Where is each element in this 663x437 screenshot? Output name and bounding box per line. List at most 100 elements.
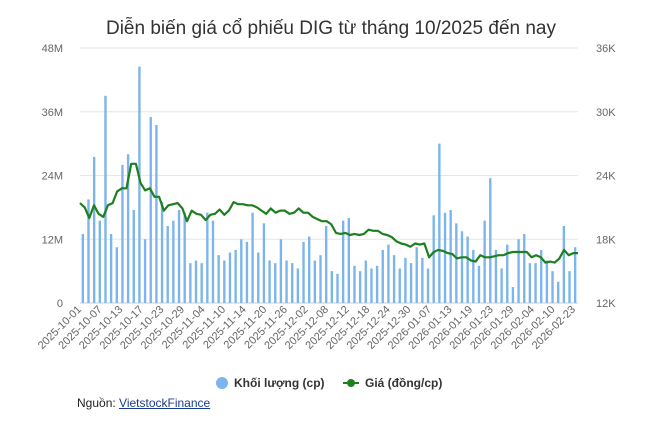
volume-bar[interactable]	[121, 164, 124, 303]
right-tick-label: 30K	[596, 107, 616, 119]
volume-bar[interactable]	[251, 212, 254, 303]
volume-bar[interactable]	[330, 271, 334, 303]
volume-bar[interactable]	[257, 252, 260, 303]
volume-bar[interactable]	[98, 220, 101, 303]
volume-bar[interactable]	[517, 239, 520, 303]
volume-bar[interactable]	[262, 223, 266, 303]
volume-bar[interactable]	[545, 260, 549, 304]
volume-bar[interactable]	[494, 249, 498, 303]
volume-bar[interactable]	[313, 260, 317, 304]
volume-bar[interactable]	[409, 263, 413, 303]
volume-bar[interactable]	[166, 225, 169, 303]
volume-bar[interactable]	[285, 260, 288, 304]
volume-bar[interactable]	[421, 257, 424, 303]
volume-bar[interactable]	[302, 241, 305, 303]
legend-volume-label: Khối lượng (cp)	[234, 376, 325, 390]
volume-bar[interactable]	[324, 225, 328, 303]
volume-bar[interactable]	[319, 255, 322, 303]
volume-bar[interactable]	[375, 265, 379, 303]
volume-bar[interactable]	[404, 257, 407, 303]
volume-bar[interactable]	[92, 156, 96, 303]
right-axis-labels: 12K 18K 24K 30K 36K	[596, 43, 616, 310]
volume-bar[interactable]	[364, 260, 367, 304]
volume-bar[interactable]	[432, 215, 435, 303]
volume-bar[interactable]	[240, 239, 243, 303]
volume-bar[interactable]	[268, 260, 271, 304]
volume-bar[interactable]	[296, 268, 300, 303]
volume-bar[interactable]	[557, 281, 560, 303]
volume-bar[interactable]	[568, 271, 571, 303]
volume-bar[interactable]	[573, 247, 577, 303]
right-tick-label: 36K	[596, 43, 616, 55]
volume-bar[interactable]	[115, 247, 118, 303]
volume-bar[interactable]	[200, 263, 203, 303]
volume-bar[interactable]	[194, 260, 198, 304]
volume-bar[interactable]	[523, 233, 526, 303]
volume-bar[interactable]	[477, 265, 481, 303]
volume-bar[interactable]	[172, 220, 175, 303]
volume-bar[interactable]	[279, 239, 283, 303]
left-axis-labels: 0 12M 24M 36M 48M	[42, 43, 63, 310]
volume-bar[interactable]	[336, 273, 339, 303]
volume-bar[interactable]	[87, 199, 90, 303]
volume-bar[interactable]	[274, 263, 277, 303]
volume-bar[interactable]	[387, 244, 390, 303]
volume-bar[interactable]	[245, 241, 249, 303]
volume-bar[interactable]	[534, 263, 537, 303]
volume-bar[interactable]	[223, 260, 226, 304]
volume-bar[interactable]	[81, 233, 85, 303]
volume-bar[interactable]	[466, 236, 469, 303]
volume-bar[interactable]	[206, 212, 209, 303]
volume-bar[interactable]	[460, 231, 464, 303]
legend-item-price[interactable]: Giá (đồng/cp)	[343, 376, 442, 390]
volume-bar[interactable]	[143, 239, 147, 303]
volume-bar[interactable]	[511, 287, 515, 303]
volume-bar[interactable]	[217, 255, 220, 303]
volume-bar[interactable]	[234, 249, 237, 303]
volume-bar[interactable]	[415, 247, 418, 303]
volume-bar[interactable]	[472, 249, 475, 303]
volume-bar[interactable]	[160, 202, 164, 303]
volume-bar[interactable]	[183, 212, 186, 303]
volume-bar[interactable]	[392, 255, 396, 303]
volume-bar[interactable]	[177, 210, 181, 303]
volume-bar[interactable]	[506, 244, 509, 303]
volume-bar[interactable]	[370, 268, 373, 303]
volume-bar[interactable]	[308, 236, 311, 303]
volume-bar[interactable]	[540, 249, 543, 303]
volume-bar[interactable]	[455, 223, 458, 303]
volume-bar[interactable]	[500, 268, 503, 303]
price-line[interactable]	[79, 162, 578, 264]
volume-bar[interactable]	[291, 263, 294, 303]
volume-bar[interactable]	[109, 233, 113, 303]
volume-bar[interactable]	[189, 263, 192, 303]
volume-bar[interactable]	[426, 268, 430, 303]
legend-item-volume[interactable]: Khối lượng (cp)	[216, 376, 325, 390]
volume-bar[interactable]	[347, 218, 350, 303]
volume-bar[interactable]	[341, 220, 345, 303]
volume-bar[interactable]	[438, 143, 441, 303]
volume-bar[interactable]	[562, 225, 566, 303]
volume-bar[interactable]	[104, 95, 107, 303]
volume-bar[interactable]	[353, 265, 356, 303]
source-link[interactable]: VietstockFinance	[119, 396, 211, 410]
volume-bar[interactable]	[483, 220, 486, 303]
volume-bar[interactable]	[132, 210, 135, 303]
chart-title: Diễn biến giá cổ phiếu DIG từ tháng 10/2…	[106, 17, 557, 39]
source-prefix: Nguồn:	[77, 396, 120, 410]
volume-bar[interactable]	[381, 249, 384, 303]
volume-bar[interactable]	[126, 154, 130, 303]
volume-bar[interactable]	[358, 271, 362, 303]
volume-bar[interactable]	[528, 263, 532, 303]
volume-bar[interactable]	[149, 117, 152, 303]
volume-bar[interactable]	[155, 125, 158, 303]
volume-bar[interactable]	[138, 66, 141, 303]
volume-bar[interactable]	[398, 268, 401, 303]
volume-bar[interactable]	[443, 212, 447, 303]
volume-bar[interactable]	[489, 178, 492, 303]
volume-bar[interactable]	[449, 210, 452, 303]
volume-bar[interactable]	[551, 271, 554, 303]
left-tick-label: 12M	[42, 234, 63, 246]
volume-bar[interactable]	[211, 220, 215, 303]
volume-bar[interactable]	[228, 252, 232, 303]
